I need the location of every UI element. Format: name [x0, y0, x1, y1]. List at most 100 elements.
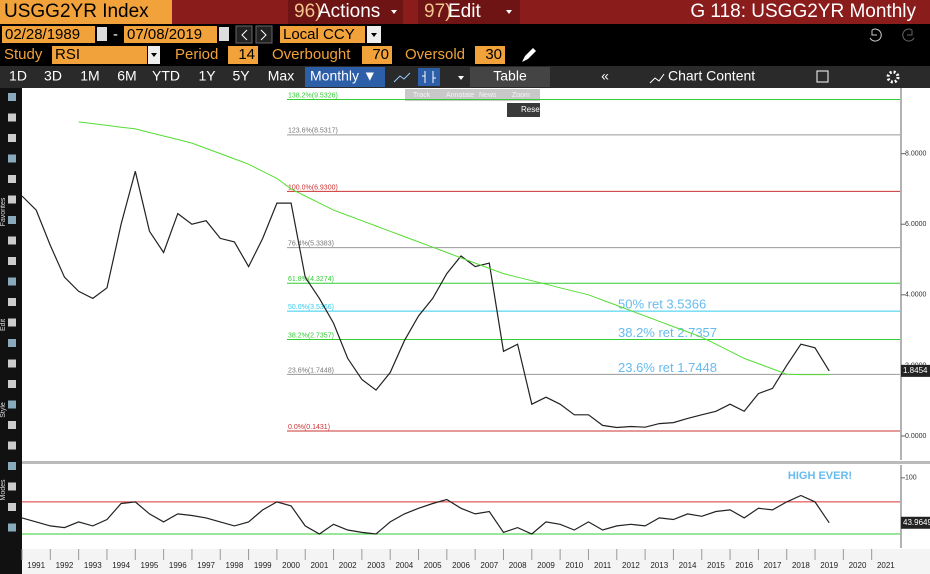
- x-tick-label: 2005: [424, 561, 442, 570]
- tool-icon[interactable]: [8, 503, 16, 511]
- x-tick-label: 2013: [650, 561, 668, 570]
- period-input[interactable]: [228, 46, 258, 64]
- oversold-input[interactable]: [475, 46, 505, 64]
- fib-label: 61.8%(4.3274): [288, 276, 334, 283]
- popup-tool[interactable]: Track: [413, 92, 431, 99]
- tool-icon[interactable]: [8, 380, 16, 388]
- study-select[interactable]: [52, 46, 147, 64]
- last-value: 43.9649: [903, 518, 930, 527]
- range-button[interactable]: 6M: [117, 68, 136, 84]
- tool-icon[interactable]: [8, 482, 16, 491]
- fib-label: 76.4%(5.3383): [288, 240, 334, 247]
- range-button[interactable]: YTD: [152, 68, 180, 84]
- start-date: 02/28/1989: [5, 26, 80, 43]
- overbought-input[interactable]: [362, 46, 392, 64]
- study: RSI: [55, 46, 80, 63]
- fib-label: 38.2%(2.7357): [288, 332, 334, 339]
- prev-button[interactable]: [235, 25, 253, 44]
- calendar-icon[interactable]: [219, 27, 229, 41]
- ticker-box[interactable]: [0, 0, 172, 24]
- y-tick-label: 4.0000: [905, 292, 927, 299]
- sidebar-label: Style: [0, 402, 7, 418]
- tool-icon[interactable]: [8, 298, 16, 306]
- range-button[interactable]: 1M: [80, 68, 99, 84]
- retracement-note: 23.6% ret 1.7448: [618, 360, 717, 375]
- calendar-icon[interactable]: [97, 27, 107, 41]
- table: Table: [493, 68, 527, 84]
- range-button[interactable]: 5Y: [232, 68, 250, 84]
- x-tick-label: 2009: [537, 561, 555, 570]
- bar-icon: [422, 71, 436, 83]
- tool-icon[interactable]: [8, 93, 16, 101]
- x-tick-label: 2014: [679, 561, 697, 570]
- settings-icon[interactable]: [886, 70, 900, 84]
- edit-button[interactable]: [418, 0, 520, 24]
- x-tick-label: 2012: [622, 561, 640, 570]
- tool-icon[interactable]: [8, 277, 16, 286]
- start-date-input[interactable]: [2, 26, 95, 43]
- range-button[interactable]: Max: [268, 68, 294, 84]
- tool-icon[interactable]: [8, 318, 16, 327]
- tool-icon[interactable]: [8, 216, 16, 224]
- tool-icon[interactable]: [8, 236, 16, 245]
- end-date-input[interactable]: [124, 26, 217, 43]
- prev-arrow: [241, 29, 248, 41]
- line-icon[interactable]: [393, 72, 411, 83]
- x-tick-label: 2000: [282, 561, 300, 570]
- range-button[interactable]: 1Y: [198, 68, 216, 84]
- tool-icon[interactable]: [8, 400, 16, 409]
- frequency-select[interactable]: [305, 67, 385, 87]
- sidebar-label: Modes: [0, 479, 7, 501]
- tool-icon[interactable]: [8, 175, 16, 183]
- x-tick-label: 1998: [226, 561, 244, 570]
- reset-label: Reset: [521, 105, 543, 114]
- collapse[interactable]: «: [601, 68, 609, 84]
- reset-button[interactable]: [507, 103, 540, 117]
- x-tick-label: 2019: [820, 561, 838, 570]
- tool-icon[interactable]: [8, 339, 16, 347]
- undo-icon[interactable]: [869, 28, 882, 42]
- tool-icon[interactable]: [8, 441, 16, 450]
- tool-icon[interactable]: [8, 257, 16, 265]
- last-value-box: [901, 516, 930, 529]
- currency-select[interactable]: [280, 26, 365, 43]
- tool-icon[interactable]: [8, 195, 16, 204]
- edit-label: Edit: [448, 1, 481, 22]
- x-tick-label: 2008: [509, 561, 527, 570]
- y-tick-label: 6.0000: [905, 221, 927, 228]
- tool-icon[interactable]: [8, 359, 16, 368]
- tool-icon[interactable]: [8, 523, 16, 532]
- next-button[interactable]: [255, 25, 273, 44]
- tool-icon[interactable]: [8, 154, 16, 163]
- x-tick-label: 1992: [56, 561, 74, 570]
- tool-icon[interactable]: [8, 134, 16, 142]
- period: 14: [238, 46, 255, 63]
- bar-icon-bg[interactable]: [418, 68, 440, 86]
- dropdown-arrow: [458, 76, 464, 80]
- tool-icon[interactable]: [8, 421, 16, 429]
- oversold: 30: [485, 46, 502, 63]
- tool-icon[interactable]: [8, 462, 16, 470]
- panel-divider[interactable]: [22, 461, 930, 464]
- popup-tool[interactable]: Annotate: [446, 92, 474, 99]
- chart-content[interactable]: Chart Content: [668, 68, 755, 84]
- x-axis-band: [22, 549, 930, 574]
- range-button[interactable]: 3D: [44, 68, 62, 84]
- next-arrow: [260, 29, 267, 41]
- edit-icon[interactable]: [816, 70, 829, 83]
- pencil-icon[interactable]: [522, 48, 536, 62]
- x-tick-label: 2001: [310, 561, 328, 570]
- popup-tool[interactable]: News: [479, 92, 497, 99]
- fib-label: 123.6%(8.5317): [288, 128, 338, 135]
- table-button[interactable]: [470, 67, 550, 87]
- x-tick-label: 1999: [254, 561, 272, 570]
- dropdown-arrow: [391, 10, 397, 14]
- tool-icon[interactable]: [8, 113, 16, 122]
- actions-button[interactable]: [288, 0, 403, 24]
- range-button[interactable]: 1D: [9, 68, 27, 84]
- popup-tool[interactable]: Zoom: [512, 92, 530, 99]
- redo-icon[interactable]: [902, 28, 915, 42]
- period-label: Period: [175, 46, 218, 63]
